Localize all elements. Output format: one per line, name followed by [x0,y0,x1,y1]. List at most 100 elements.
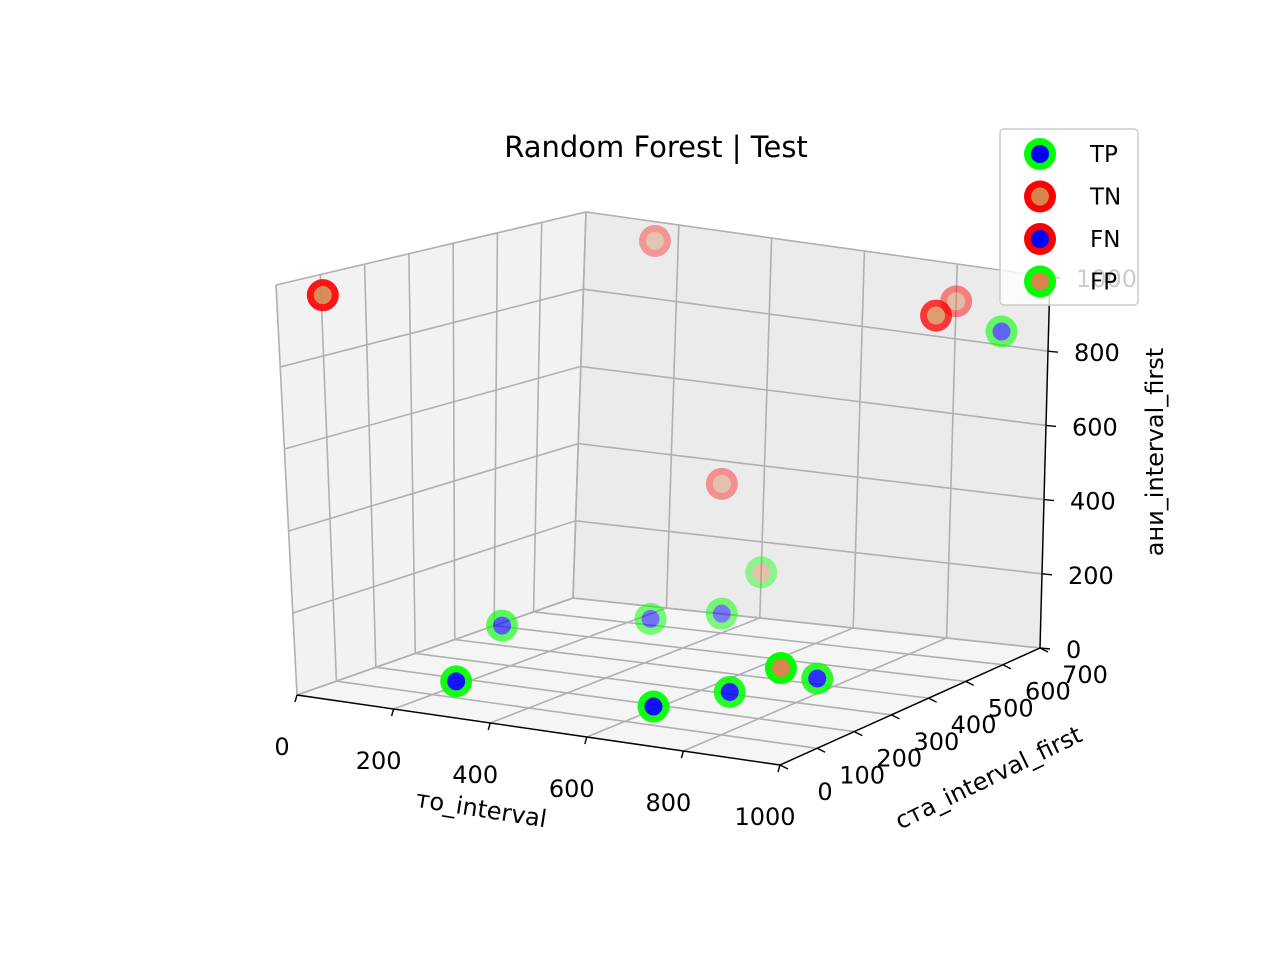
fp-point-core [752,563,771,582]
y-tick-2 [853,730,863,737]
point-tp [705,597,738,630]
point-tn [920,299,953,332]
point-tn [638,224,671,257]
x-axis-label: то_interval [414,785,549,833]
y-tick-5 [965,680,975,687]
legend-label: TP [1089,142,1118,168]
x-tick-label: 600 [549,775,595,803]
axis-panes [276,212,1050,765]
x-tick-5 [777,764,781,773]
legend-label: TN [1089,185,1121,211]
axis-lines [294,276,1061,773]
point-tn [705,467,738,500]
point-fp [745,556,778,589]
point-tp [713,675,746,708]
x-tick-1 [390,708,395,717]
y-tick-1 [816,747,826,753]
tn-point-core [712,474,731,493]
tn-point-core [947,292,966,311]
tn-point-core [313,286,332,305]
legend: TP TN FN FP [999,128,1139,306]
y-tick-label: 700 [1062,661,1108,689]
z-tick-0 [1039,647,1051,650]
tn-point-core [927,306,946,325]
z-tick-label: 600 [1072,413,1118,441]
grid-line-z-5 [275,211,1051,286]
grid-line-z-3 [284,365,1047,450]
legend-item-tn: TN [1024,180,1121,213]
y-tick-label: 500 [988,694,1034,722]
tp-point-core [447,672,466,691]
legend-label: FN [1090,227,1120,253]
y-tick-6 [1002,664,1012,670]
x-tick-3 [584,736,588,745]
tp-point-core [644,697,663,716]
y-tick-label: 300 [914,728,960,756]
tp-point-core [493,616,512,635]
tick-labels: 0 200 400 600 800 100001002003004005006007000… [274,265,1137,831]
x-tick-label: 1000 [734,803,795,831]
point-tp [985,315,1018,348]
data-points [306,224,1018,723]
y-axis-line [779,647,1041,766]
tp-point-core [712,604,731,623]
x-tick-label: 400 [452,761,498,789]
x-tick-label: 0 [274,733,289,761]
point-fp [764,652,797,685]
legend-item-tp: TP [1024,138,1118,170]
x-tick-label: 800 [645,789,691,817]
z-tick-4 [1047,350,1059,353]
x-tick-label: 200 [356,747,402,775]
x-tick-2 [487,722,491,731]
grid-line-z-4 [280,288,1049,368]
z-tick-label: 400 [1070,488,1116,516]
x-tick-0 [294,694,298,703]
z-tick-1 [1041,573,1053,576]
z-tick-label: 200 [1068,562,1114,590]
legend-item-fp: FP [1024,265,1117,298]
grid-line-z-1 [292,519,1043,614]
tn-point-ring [638,224,671,257]
y-tick-label: 400 [951,711,997,739]
point-tp [634,602,667,635]
grid-line-z-0 [296,597,1041,696]
floor-pane [297,598,1040,765]
y-tick-label: 200 [876,745,922,773]
legend-marker-core [1031,230,1049,248]
tp-point-core [641,609,660,628]
point-tp [637,690,670,723]
tp-point-ring [705,597,738,630]
grid-line-z-2 [288,442,1045,532]
y-tick-label: 600 [1025,678,1071,706]
tn-point-core [645,231,664,250]
x-axis-line [296,694,781,766]
z-tick-2 [1043,498,1055,502]
z-tick-label: 0 [1066,636,1081,664]
legend-label: FP [1090,270,1117,296]
legend-item-fn: FN [1024,223,1120,255]
z-tick-label: 800 [1074,339,1120,367]
z-tick-3 [1045,424,1057,428]
fp-point-ring [745,556,778,589]
legend-marker-core [1031,272,1049,291]
z-axis-label: ани_interval_first [1141,348,1169,556]
back-pane [573,212,1050,648]
left-pane [276,212,586,695]
point-tp [486,609,519,642]
z-axis-line [1039,276,1051,649]
x-tick-4 [680,750,685,759]
y-tick-label: 100 [839,761,885,789]
point-tp [801,662,834,695]
point-tn [306,279,339,312]
legend-marker-core [1031,145,1049,163]
tn-point-ring [705,467,738,500]
y-tick-3 [891,714,900,720]
chart-title: Random Forest | Test [504,130,808,164]
y-tick-0 [779,764,789,770]
grid-lines [275,211,1051,766]
y-tick-label: 0 [817,778,832,806]
tp-point-core [808,669,827,688]
legend-box [999,128,1139,306]
tp-point-core [720,682,739,701]
